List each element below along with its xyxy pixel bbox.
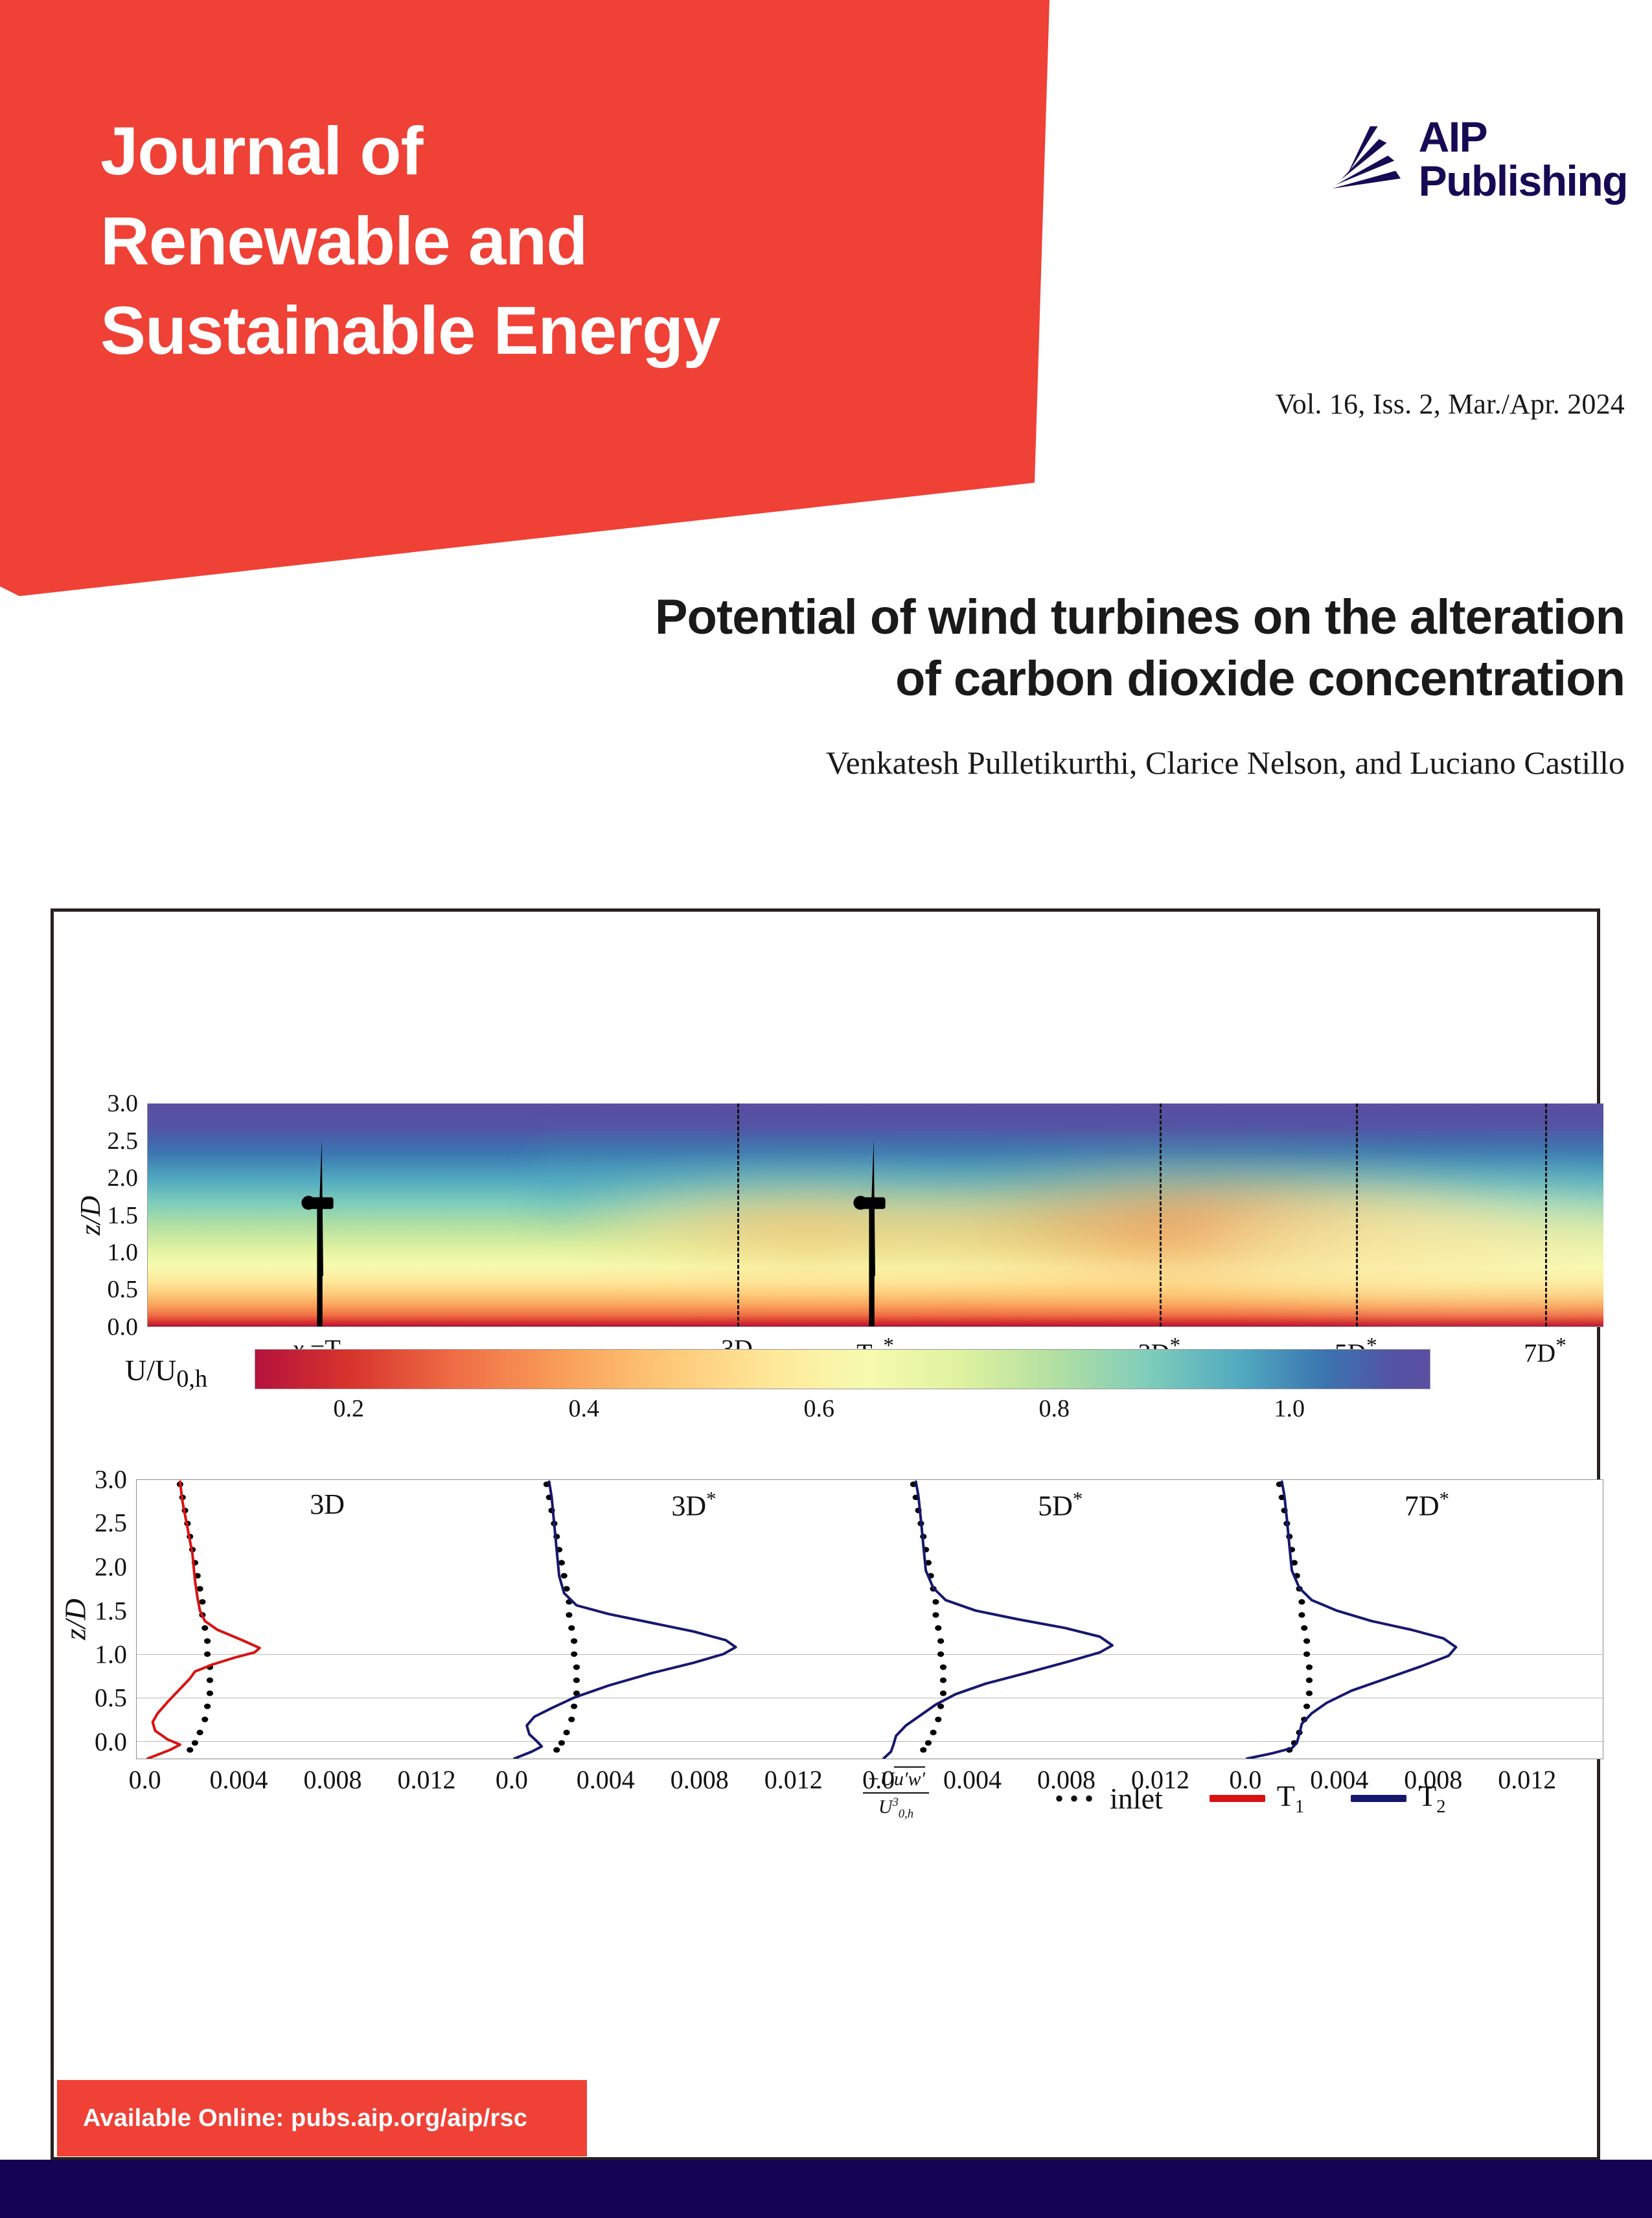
profile-xtick-p0-0.0: 0.0 bbox=[128, 1765, 161, 1794]
profile-ytick-2.0: 2.0 bbox=[95, 1552, 127, 1582]
profile-legend: ••• inlet T1 T2 bbox=[1055, 1779, 1493, 1818]
colorbar-gradient bbox=[255, 1349, 1430, 1389]
gridline-1.2 bbox=[137, 1654, 1603, 1655]
formula-numerator: −Uu′w′ bbox=[862, 1766, 930, 1794]
article-title-line-1: Potential of wind turbines on the altera… bbox=[654, 590, 1625, 645]
profile-xtick-p3-0.012: 0.012 bbox=[1498, 1765, 1557, 1794]
legend-item-T1: T1 bbox=[1209, 1779, 1305, 1818]
profile-xtick-p2-0.004: 0.004 bbox=[943, 1765, 1002, 1794]
legend-swatch-T2 bbox=[1351, 1794, 1407, 1802]
profile-xtick-p2-0.0: 0.0 bbox=[862, 1765, 895, 1794]
aip-sunburst-icon bbox=[1331, 126, 1401, 189]
profile-curves-3Dstar bbox=[503, 1480, 870, 1759]
colorbar-tick-0.4: 0.4 bbox=[568, 1395, 599, 1422]
profile-subplot-title-3Dstar: 3D* bbox=[671, 1488, 717, 1522]
aip-word-line-1: AIP bbox=[1418, 113, 1488, 161]
available-online-tag[interactable]: Available Online: pubs.aip.org/aip/rsc bbox=[57, 2080, 587, 2156]
colorbar-tick-1.0: 1.0 bbox=[1274, 1395, 1305, 1422]
legend-dots-icon: ••• bbox=[1055, 1783, 1100, 1813]
profile-xtick-p1-0.0: 0.0 bbox=[495, 1765, 528, 1794]
journal-title: Journal of Renewable and Sustainable Ene… bbox=[100, 107, 1007, 376]
profile-xtick-p0-0.004: 0.004 bbox=[209, 1765, 268, 1794]
colorbar-tick-0.8: 0.8 bbox=[1038, 1395, 1070, 1422]
legend-label-T1: T1 bbox=[1276, 1779, 1305, 1818]
profile-curves-7Dstar bbox=[1236, 1480, 1603, 1759]
profile-subplot-5Dstar: 5D* bbox=[870, 1480, 1237, 1759]
contour-xtick-7Dstar: 7D* bbox=[1524, 1334, 1566, 1368]
legend-swatch-T1 bbox=[1209, 1794, 1265, 1802]
journal-title-line-1: Journal of bbox=[100, 113, 424, 189]
profile-xtick-p2-0.008: 0.008 bbox=[1037, 1765, 1096, 1794]
station-line-5Dstar bbox=[1356, 1103, 1358, 1326]
volume-issue-line: Vol. 16, Iss. 2, Mar./Apr. 2024 bbox=[1275, 388, 1625, 420]
profile-xtick-p1-0.008: 0.008 bbox=[670, 1765, 729, 1794]
profile-panel: z/D 3D 3D* 5D* 7D* 3.0 2.5 bbox=[58, 1465, 1603, 1794]
available-online-label: Available Online: pubs.aip.org/aip/rsc bbox=[83, 2104, 528, 2132]
legend-label-T2: T2 bbox=[1418, 1779, 1446, 1818]
contour-y-axis-label: z/D bbox=[75, 1195, 107, 1236]
profile-ytick-0.0: 0.0 bbox=[95, 1727, 127, 1757]
masthead-banner bbox=[0, 0, 1050, 596]
gridline-0.2 bbox=[137, 1741, 1603, 1742]
legend-label-inlet: inlet bbox=[1110, 1781, 1163, 1815]
profile-xtick-p3-0.008: 0.008 bbox=[1404, 1765, 1463, 1794]
profile-ytick-1.0: 1.0 bbox=[95, 1639, 127, 1669]
profile-subplot-3D: 3D bbox=[137, 1480, 503, 1759]
profile-ytick-1.5: 1.5 bbox=[95, 1596, 127, 1626]
journal-title-line-2: Renewable and bbox=[100, 203, 588, 279]
aip-publishing-wordmark: AIP Publishing bbox=[1418, 113, 1629, 205]
profile-plot-area: 3D 3D* 5D* 7D* bbox=[136, 1479, 1603, 1759]
colorbar-label: U/U0,h bbox=[125, 1354, 208, 1393]
contour-panel: z/D bbox=[75, 1090, 1603, 1372]
contour-ytick-1.5: 1.5 bbox=[107, 1201, 139, 1229]
colorbar: U/U0,h 0.2 0.4 0.6 0.8 1.0 bbox=[125, 1349, 1430, 1422]
profile-xtick-p3-0.004: 0.004 bbox=[1310, 1765, 1369, 1794]
contour-ytick-3.0: 3.0 bbox=[107, 1090, 139, 1117]
wind-turbine-T1-icon bbox=[301, 1140, 334, 1326]
contour-ytick-2.5: 2.5 bbox=[107, 1127, 139, 1155]
station-line-3D bbox=[737, 1103, 740, 1326]
profile-curves-5Dstar bbox=[870, 1480, 1237, 1759]
profile-ytick-3.0: 3.0 bbox=[95, 1464, 127, 1494]
aip-word-line-2: Publishing bbox=[1418, 156, 1629, 205]
profile-xtick-p0-0.012: 0.012 bbox=[397, 1765, 456, 1794]
profile-subplot-title-5Dstar: 5D* bbox=[1038, 1488, 1083, 1522]
profile-x-axis-label: −Uu′w′ U30,h bbox=[799, 1766, 993, 1821]
aip-publishing-logo: AIP Publishing bbox=[1328, 113, 1629, 205]
profile-ytick-2.5: 2.5 bbox=[95, 1508, 127, 1538]
contour-plot-area bbox=[147, 1103, 1603, 1327]
footer-bar bbox=[0, 2160, 1652, 2218]
contour-ytick-0.5: 0.5 bbox=[107, 1276, 139, 1304]
wind-turbine-T2-icon bbox=[853, 1140, 886, 1326]
profile-xtick-p1-0.012: 0.012 bbox=[764, 1765, 823, 1794]
profile-curves-3D bbox=[137, 1480, 503, 1759]
article-title-line-2: of carbon dioxide concentration bbox=[895, 651, 1625, 706]
legend-item-T2: T2 bbox=[1351, 1779, 1446, 1818]
profile-subplot-title-7Dstar: 7D* bbox=[1404, 1488, 1450, 1522]
article-authors: Venkatesh Pulletikurthi, Clarice Nelson,… bbox=[825, 745, 1625, 781]
profile-subplot-7Dstar: 7D* bbox=[1236, 1480, 1603, 1759]
contour-ytick-0.0: 0.0 bbox=[107, 1313, 139, 1341]
profile-xtick-p2-0.012: 0.012 bbox=[1130, 1765, 1189, 1794]
journal-title-line-3: Sustainable Energy bbox=[100, 293, 720, 369]
contour-ytick-2.0: 2.0 bbox=[107, 1164, 139, 1192]
profile-xtick-p3-0.0: 0.0 bbox=[1229, 1765, 1262, 1794]
colorbar-tick-0.2: 0.2 bbox=[333, 1395, 364, 1422]
colorbar-tick-0.6: 0.6 bbox=[803, 1395, 834, 1422]
station-line-3Dstar bbox=[1159, 1103, 1162, 1326]
profile-xtick-p0-0.008: 0.008 bbox=[303, 1765, 362, 1794]
profile-ytick-0.5: 0.5 bbox=[95, 1683, 127, 1713]
station-line-7Dstar bbox=[1545, 1103, 1548, 1326]
formula-denominator: U30,h bbox=[878, 1795, 914, 1821]
profile-subplot-title-3D: 3D bbox=[310, 1488, 345, 1520]
profile-xtick-p1-0.004: 0.004 bbox=[576, 1765, 635, 1794]
profile-y-axis-label: z/D bbox=[58, 1599, 92, 1640]
contour-ytick-1.0: 1.0 bbox=[107, 1239, 139, 1266]
legend-item-inlet: ••• inlet bbox=[1055, 1781, 1163, 1816]
article-title: Potential of wind turbines on the altera… bbox=[316, 586, 1625, 710]
profile-subplot-3Dstar: 3D* bbox=[503, 1480, 870, 1759]
cover-figure: z/D bbox=[51, 908, 1603, 2160]
